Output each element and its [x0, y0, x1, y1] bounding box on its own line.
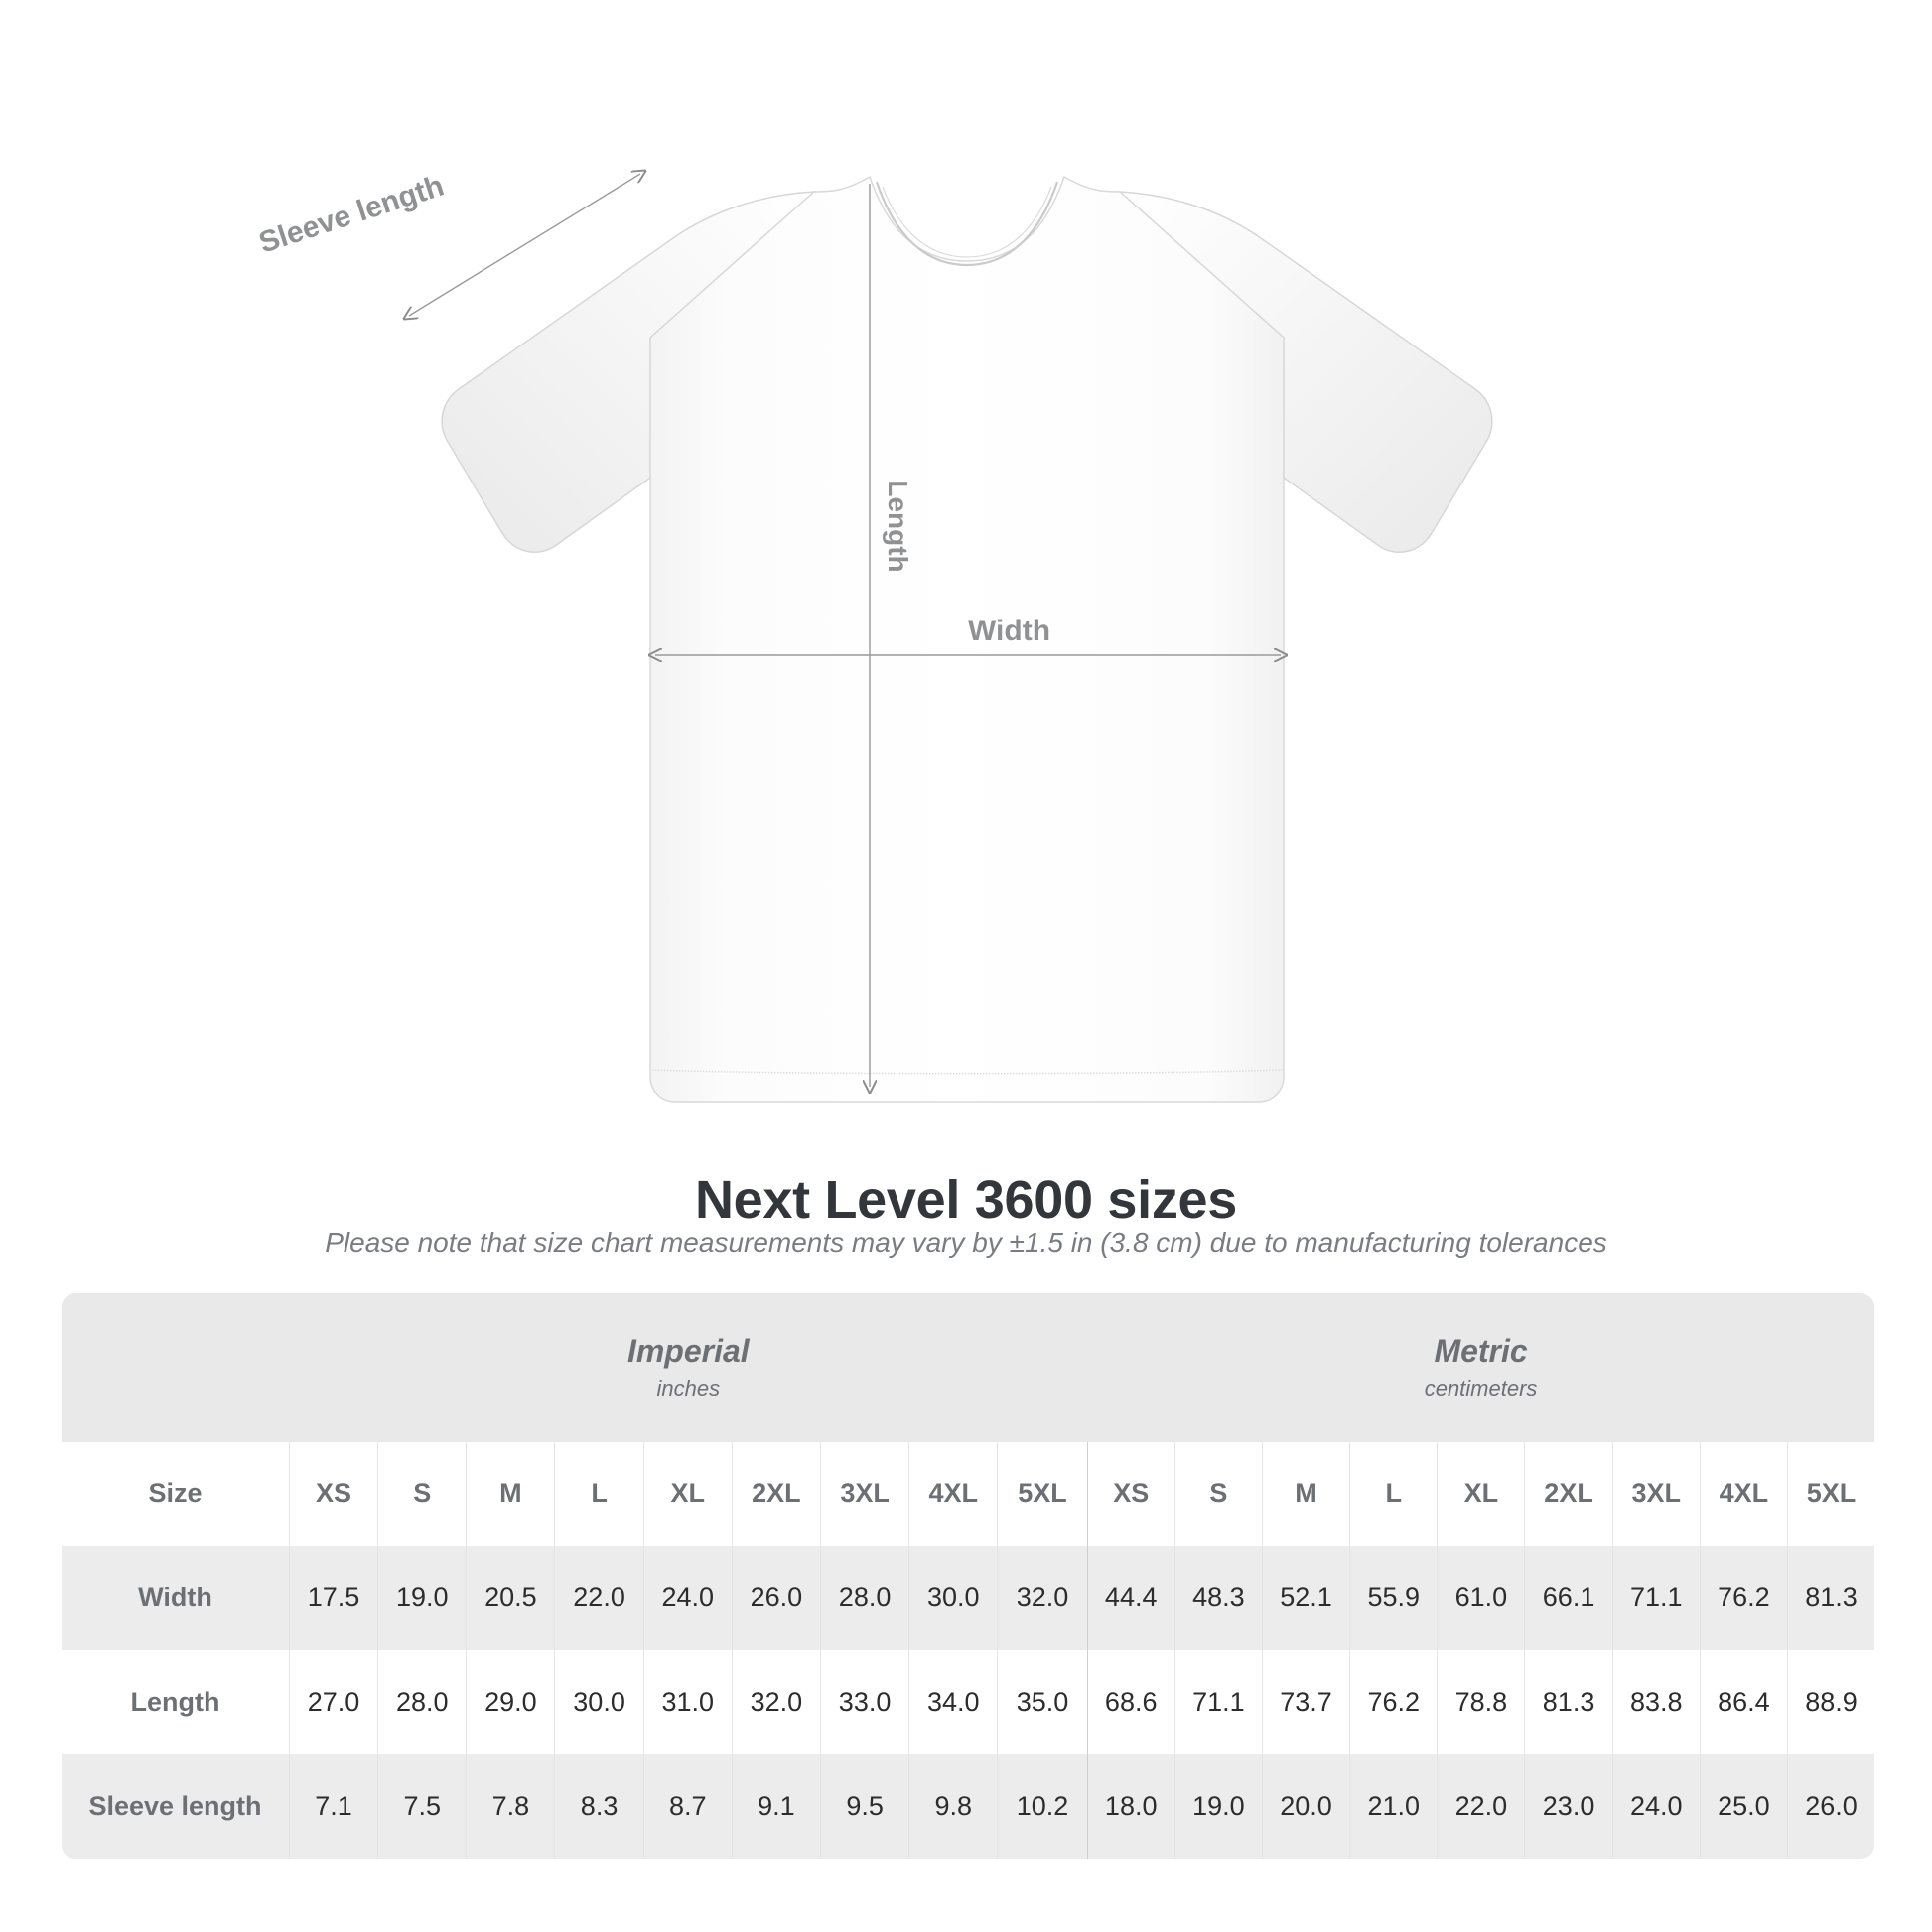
- svg-text:Width: Width: [968, 615, 1050, 647]
- svg-text:Length: Length: [883, 480, 913, 572]
- svg-text:Sleeve length: Sleeve length: [255, 170, 448, 260]
